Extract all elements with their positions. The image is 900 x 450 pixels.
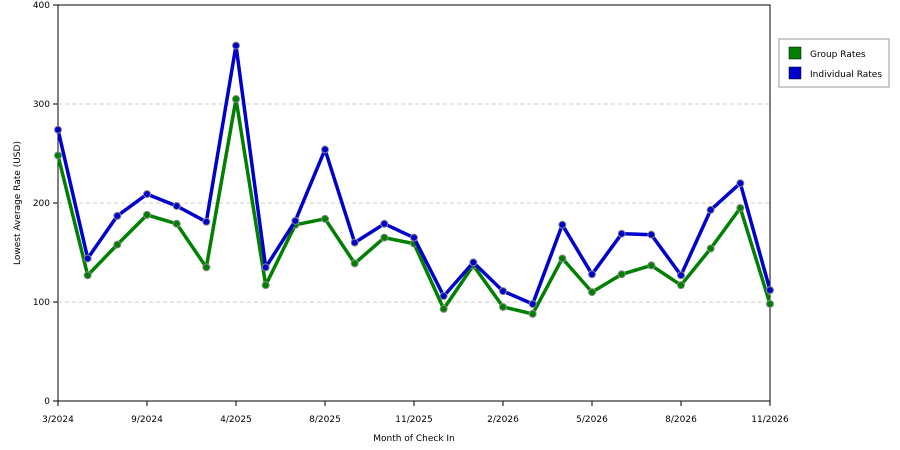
- data-point-group: [350, 259, 359, 268]
- data-point-individual: [558, 220, 567, 229]
- legend-swatch-group: [788, 46, 802, 60]
- data-point-group: [232, 95, 240, 104]
- legend-label-individual: Individual Rates: [810, 70, 882, 80]
- y-tick-label: 400: [33, 1, 50, 11]
- x-tick-label: 2/2026: [487, 415, 519, 425]
- data-point-individual: [410, 233, 418, 242]
- data-point-individual: [202, 217, 211, 226]
- data-point-group: [380, 233, 389, 242]
- legend: Group Rates Individual Rates: [778, 38, 890, 88]
- data-point-group: [261, 281, 270, 290]
- data-point-group: [439, 304, 448, 313]
- data-point-group: [736, 203, 745, 212]
- x-tick-label: 8/2026: [665, 415, 697, 425]
- y-tick-label: 100: [33, 298, 50, 308]
- data-point-individual: [528, 299, 537, 308]
- x-tick-label: 4/2025: [220, 415, 252, 425]
- y-axis-ticks: 0 100 200 300 400: [33, 1, 58, 407]
- y-axis-title: Lowest Average Rate (USD): [13, 141, 23, 265]
- data-point-individual: [113, 211, 122, 220]
- data-point-individual: [706, 205, 715, 214]
- x-tick-label: 11/2026: [751, 415, 789, 425]
- x-tick-label: 3/2024: [42, 415, 74, 425]
- data-point-group: [499, 302, 507, 311]
- x-tick-label: 8/2025: [309, 415, 341, 425]
- data-point-individual: [617, 229, 626, 238]
- data-point-group: [706, 244, 715, 253]
- data-point-individual: [499, 287, 507, 296]
- data-point-group: [83, 271, 92, 280]
- data-point-individual: [261, 263, 270, 272]
- y-tick-label: 300: [33, 100, 50, 110]
- data-point-group: [54, 151, 62, 160]
- data-point-group: [528, 309, 537, 318]
- data-point-individual: [588, 270, 596, 279]
- data-point-group: [321, 214, 329, 223]
- data-point-group: [172, 219, 181, 228]
- data-point-group: [588, 288, 596, 297]
- data-point-individual: [172, 201, 181, 210]
- series-layer: [54, 41, 774, 318]
- data-point-group: [143, 210, 151, 219]
- data-point-group: [766, 299, 774, 308]
- data-point-group: [113, 240, 122, 249]
- data-point-individual: [380, 219, 389, 228]
- data-point-individual: [143, 190, 151, 199]
- data-point-individual: [439, 292, 448, 301]
- data-point-individual: [647, 230, 656, 239]
- data-point-group: [617, 270, 626, 279]
- data-point-individual: [350, 238, 359, 247]
- data-point-individual: [54, 125, 62, 134]
- y-tick-label: 200: [33, 199, 50, 209]
- legend-label-group: Group Rates: [810, 50, 866, 60]
- y-tick-label: 0: [44, 397, 50, 407]
- data-point-individual: [469, 258, 478, 267]
- data-point-individual: [232, 41, 240, 50]
- x-tick-label: 9/2024: [131, 415, 163, 425]
- x-tick-label: 11/2025: [395, 415, 432, 425]
- data-point-individual: [291, 216, 300, 225]
- data-point-individual: [766, 286, 774, 295]
- data-point-individual: [677, 271, 685, 280]
- data-point-individual: [83, 254, 92, 263]
- legend-swatch-individual: [788, 66, 802, 80]
- data-point-group: [677, 281, 685, 290]
- data-point-individual: [321, 145, 329, 154]
- x-axis-ticks: 3/2024 9/2024 4/2025 8/2025 11/2025 2/2026 5/2…: [42, 401, 789, 425]
- data-point-group: [202, 263, 211, 272]
- x-axis-title: Month of Check In: [373, 434, 455, 444]
- data-point-group: [558, 254, 567, 263]
- x-tick-label: 5/2026: [576, 415, 608, 425]
- data-point-individual: [736, 179, 745, 188]
- data-point-group: [647, 261, 656, 270]
